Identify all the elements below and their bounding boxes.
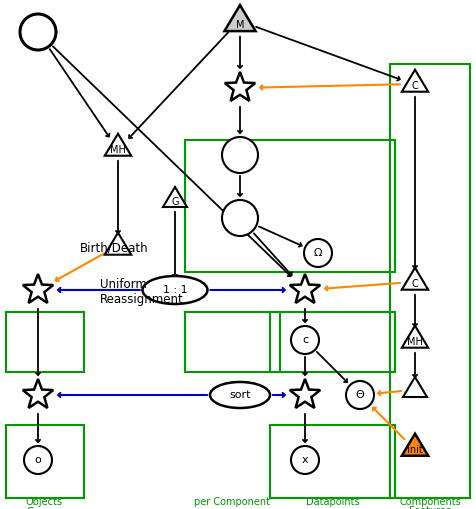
Polygon shape	[290, 274, 320, 303]
Text: C: C	[412, 81, 418, 91]
Polygon shape	[290, 379, 320, 408]
Text: MH: MH	[407, 337, 423, 347]
Text: G: G	[171, 197, 179, 207]
Polygon shape	[163, 187, 187, 207]
Ellipse shape	[142, 276, 208, 304]
Polygon shape	[163, 277, 187, 297]
Text: Θ: Θ	[356, 390, 364, 400]
Bar	[270, 425, 395, 498]
Text: 1 : 1: 1 : 1	[163, 285, 188, 295]
Text: MH: MH	[110, 145, 126, 155]
Circle shape	[291, 326, 319, 354]
Polygon shape	[402, 326, 428, 348]
Circle shape	[346, 381, 374, 409]
Polygon shape	[402, 70, 428, 92]
Ellipse shape	[210, 382, 270, 408]
Text: sort: sort	[229, 390, 251, 400]
Text: o: o	[35, 455, 41, 465]
Text: Features: Features	[409, 506, 451, 509]
Bar	[6, 312, 84, 372]
Polygon shape	[105, 134, 131, 156]
Polygon shape	[224, 5, 256, 31]
Text: M: M	[236, 20, 244, 30]
Circle shape	[291, 446, 319, 474]
Text: per Component: per Component	[194, 497, 270, 507]
Circle shape	[20, 14, 56, 50]
Text: Groups: Groups	[27, 507, 61, 509]
Bar	[185, 312, 280, 372]
Circle shape	[24, 446, 52, 474]
Polygon shape	[403, 377, 427, 397]
Bar	[185, 140, 395, 272]
Text: c: c	[302, 335, 308, 345]
Text: Birth/Death: Birth/Death	[80, 241, 149, 254]
Polygon shape	[402, 434, 428, 456]
Polygon shape	[225, 72, 255, 101]
Bar	[6, 425, 84, 498]
Polygon shape	[402, 268, 428, 290]
Text: Objects: Objects	[26, 497, 62, 507]
Circle shape	[222, 200, 258, 236]
Text: x: x	[302, 455, 308, 465]
Circle shape	[304, 239, 332, 267]
Text: C: C	[412, 279, 418, 289]
Text: Datapoints: Datapoints	[306, 497, 360, 507]
Polygon shape	[23, 274, 53, 303]
Polygon shape	[23, 379, 53, 408]
Circle shape	[222, 137, 258, 173]
Bar	[390, 64, 470, 498]
Bar	[270, 312, 395, 372]
Text: Components: Components	[399, 497, 461, 507]
Polygon shape	[105, 233, 131, 254]
Text: Ω: Ω	[314, 248, 322, 258]
Text: Init: Init	[407, 445, 423, 455]
Text: Uniform
Reassignment: Uniform Reassignment	[100, 278, 184, 306]
